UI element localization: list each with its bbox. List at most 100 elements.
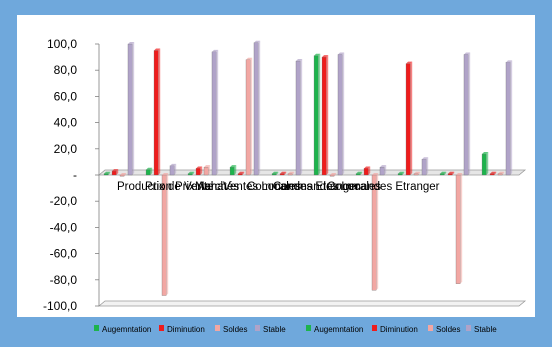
diminution-bar-side bbox=[200, 166, 203, 175]
plot-area: 100,0 80,0 60,0 40,0 20,0 - -20,0 -40,0 -60,0 -80… bbox=[17, 15, 535, 317]
legend-swatch bbox=[428, 325, 433, 331]
augemntation-bar bbox=[481, 153, 487, 176]
soldes-bar-side bbox=[502, 171, 505, 175]
augemntation-bar-top bbox=[440, 171, 447, 174]
diminution-bar bbox=[237, 173, 243, 176]
soldes-bar bbox=[455, 174, 461, 284]
legend-label: Soldes bbox=[223, 325, 247, 334]
soldes-bar bbox=[497, 173, 503, 176]
soldes-bar-side bbox=[460, 173, 463, 284]
soldes-bar bbox=[287, 173, 293, 176]
diminution-bar-top bbox=[238, 171, 245, 174]
soldes-bar-side bbox=[376, 173, 379, 291]
stable-bar bbox=[337, 54, 343, 176]
legend-swatch bbox=[159, 325, 164, 331]
stable-bar bbox=[379, 166, 385, 176]
category-label: Prix de Vente bbox=[145, 181, 213, 193]
y-tick-label: -20,0 bbox=[50, 194, 78, 208]
diminution-bar bbox=[153, 50, 159, 176]
diminution-bar-top bbox=[364, 166, 371, 169]
bar-chart: 100,0 80,0 60,0 40,0 20,0 - -20,0 -40,0 -60,0 -80… bbox=[43, 37, 527, 313]
diminution-bar bbox=[279, 173, 285, 176]
diminution-bar-top bbox=[154, 48, 161, 51]
stable-bar-top bbox=[295, 59, 303, 62]
diminution-bar-side bbox=[452, 171, 455, 175]
chart-frame: 100,0 80,0 60,0 40,0 20,0 - -20,0 -40,0 -60,0 -80… bbox=[8, 6, 544, 340]
diminution-bar-side bbox=[368, 166, 371, 175]
y-tick-label: 40,0 bbox=[54, 116, 78, 130]
legend-svg: Augemntation Diminution Soldes Stable Augemn… bbox=[94, 325, 497, 334]
augemntation-bar-side bbox=[486, 152, 489, 175]
category-label: Commandes Etranger bbox=[247, 181, 360, 193]
soldes-bar-side bbox=[334, 173, 337, 177]
soldes-bar-side bbox=[166, 173, 169, 296]
stable-bar-top bbox=[421, 157, 429, 160]
stable-bar bbox=[253, 42, 259, 176]
augemntation-bar-side bbox=[360, 171, 363, 175]
stable-bar bbox=[295, 60, 301, 176]
soldes-bar-side bbox=[250, 57, 253, 175]
category-label: Ventes Locales bbox=[223, 181, 301, 193]
augemntation-bar-side bbox=[444, 171, 447, 175]
stable-bar-top bbox=[169, 163, 177, 166]
stable-bar bbox=[421, 159, 427, 176]
soldes-bar-top bbox=[246, 57, 253, 60]
soldes-bar-top bbox=[330, 173, 337, 175]
stable-bar-side bbox=[132, 42, 135, 175]
y-tick-label: 60,0 bbox=[54, 89, 78, 103]
augemntation-bar bbox=[187, 173, 193, 176]
legend-swatch bbox=[306, 325, 311, 331]
augemntation-bar-side bbox=[234, 165, 237, 175]
stable-bar bbox=[463, 54, 469, 176]
category-label: Commandes Locales bbox=[273, 181, 381, 193]
stable-bar-side bbox=[174, 163, 177, 175]
diminution-bar-side bbox=[326, 55, 329, 175]
diminution-bar-top bbox=[280, 171, 287, 174]
soldes-bar-top bbox=[120, 173, 127, 175]
soldes-bar-top bbox=[414, 171, 421, 174]
augemntation-bar bbox=[103, 173, 109, 176]
diminution-bar bbox=[405, 63, 411, 176]
bottom-floor bbox=[97, 300, 527, 307]
y-tick-label: - bbox=[73, 168, 77, 182]
stable-bar-side bbox=[468, 52, 471, 176]
legend-swatch bbox=[255, 325, 260, 331]
y-tick-label: -100,0 bbox=[43, 299, 77, 313]
diminution-bar-side bbox=[242, 171, 245, 175]
diminution-bar bbox=[447, 173, 453, 176]
legend-label: Augemntation bbox=[102, 325, 151, 334]
legend-swatch bbox=[466, 325, 471, 331]
augemntation-bar-side bbox=[318, 53, 321, 175]
y-tick-label: 20,0 bbox=[54, 142, 78, 156]
augemntation-bar-top bbox=[272, 171, 279, 174]
stable-bar-top bbox=[211, 49, 219, 52]
legend-label: Stable bbox=[263, 325, 286, 334]
stable-bar-top bbox=[379, 165, 387, 168]
legend-swatch bbox=[372, 325, 377, 331]
augemntation-bar-side bbox=[276, 171, 279, 175]
augemntation-bar-top bbox=[188, 171, 195, 174]
diminution-bar bbox=[363, 168, 369, 176]
soldes-bar-top bbox=[204, 165, 211, 168]
y-tick-label: 80,0 bbox=[54, 63, 78, 77]
augemntation-bar bbox=[229, 166, 235, 176]
legend-label: Augemntation bbox=[314, 325, 363, 334]
soldes-bar-top bbox=[498, 171, 505, 174]
category-label: Prix Achat bbox=[175, 181, 228, 193]
stable-bar-side bbox=[258, 40, 261, 175]
diminution-bar-side bbox=[158, 48, 161, 175]
y-tick-label: -60,0 bbox=[50, 247, 78, 261]
legend-label: Diminution bbox=[380, 325, 418, 334]
diminution-bar-top bbox=[490, 171, 497, 174]
soldes-bar-side bbox=[292, 171, 295, 175]
soldes-bar bbox=[329, 174, 335, 177]
stable-bar-side bbox=[216, 49, 219, 175]
augemntation-bar bbox=[313, 55, 319, 176]
augemntation-bar bbox=[145, 169, 151, 176]
diminution-bar-top bbox=[196, 166, 203, 169]
diminution-bar-top bbox=[448, 171, 455, 174]
diminution-bar-side bbox=[116, 169, 119, 175]
soldes-bar-side bbox=[124, 173, 127, 177]
legend-label: Soldes bbox=[436, 325, 460, 334]
stable-bar-top bbox=[127, 42, 135, 44]
